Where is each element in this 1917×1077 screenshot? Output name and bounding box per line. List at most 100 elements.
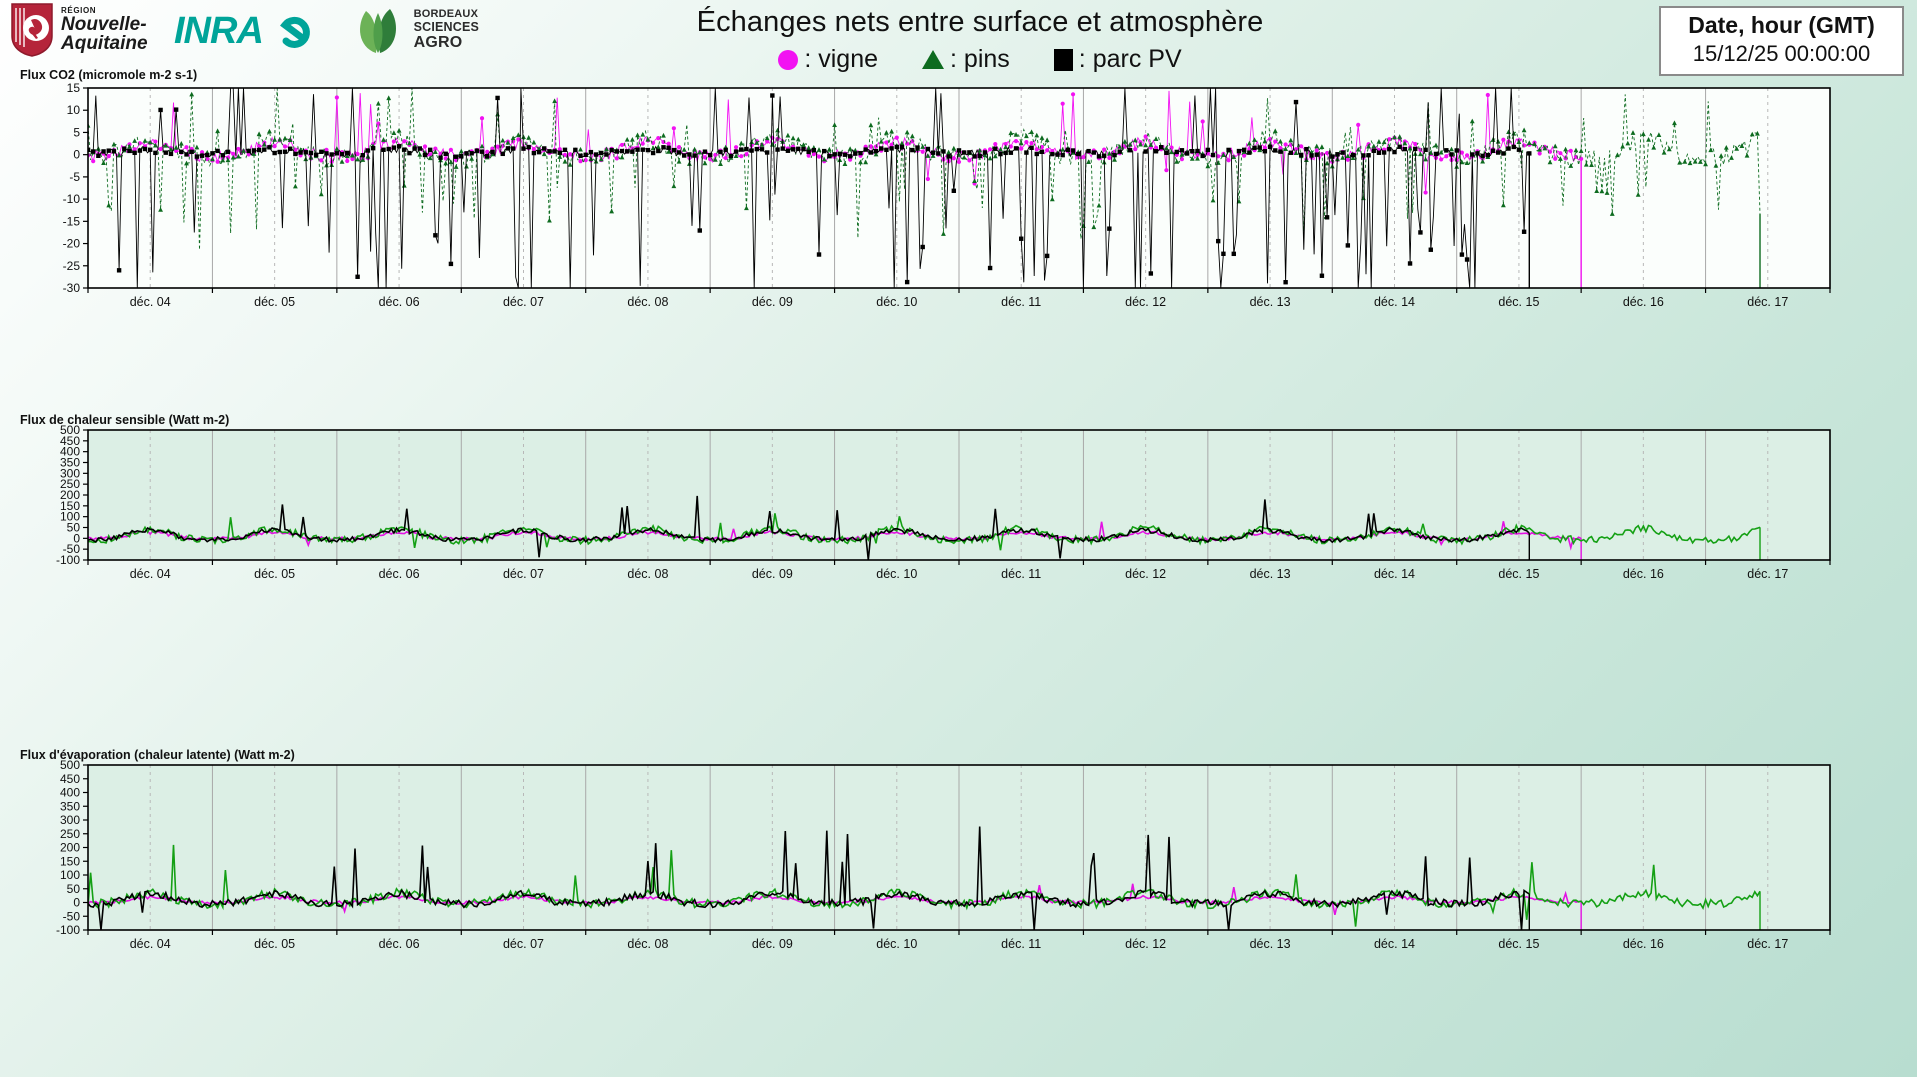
x-tick-label: déc. 17 xyxy=(1747,295,1788,309)
marker-triangle xyxy=(1112,157,1117,162)
marker-square xyxy=(1298,152,1304,158)
marker-circle xyxy=(951,156,956,161)
x-tick-label: déc. 07 xyxy=(503,295,544,309)
y-tick-label: 0 xyxy=(73,531,80,545)
x-tick-label: déc. 12 xyxy=(1125,937,1166,951)
marker-triangle xyxy=(801,142,806,148)
bsa-wordmark: BORDEAUX SCIENCES AGRO xyxy=(414,8,480,52)
marker-square xyxy=(101,149,106,154)
marker-square xyxy=(194,154,200,159)
marker-circle xyxy=(1485,92,1490,98)
marker-circle xyxy=(1278,146,1283,151)
marker-square xyxy=(1221,251,1226,256)
plot-flux-evaporation[interactable]: 500450400350300250200150100500-50-100déc… xyxy=(0,0,1870,970)
marker-triangle xyxy=(1506,129,1511,135)
marker-triangle xyxy=(795,136,801,142)
marker-square xyxy=(1397,144,1402,149)
marker-triangle xyxy=(790,135,796,141)
marker-triangle xyxy=(1189,156,1195,161)
marker-triangle xyxy=(1744,152,1750,158)
marker-square xyxy=(775,147,780,152)
y-tick-label: -25 xyxy=(63,259,81,273)
logo-region-nouvelle-aquitaine: RÉGION Nouvelle- Aquitaine xyxy=(10,2,148,58)
y-tick-label: 500 xyxy=(60,758,80,772)
marker-triangle xyxy=(1749,131,1755,137)
marker-square xyxy=(1485,152,1491,158)
marker-circle xyxy=(1558,151,1563,156)
series-line-parc-pv xyxy=(88,495,1530,560)
x-tick-label: déc. 08 xyxy=(627,937,668,951)
marker-square xyxy=(510,146,516,151)
marker-triangle xyxy=(1314,143,1320,149)
x-tick-label: déc. 10 xyxy=(876,937,917,951)
marker-triangle xyxy=(391,130,397,135)
marker-triangle xyxy=(847,146,853,151)
marker-triangle xyxy=(194,144,200,150)
marker-square xyxy=(682,153,687,158)
marker-circle xyxy=(806,153,811,158)
marker-square xyxy=(345,150,350,156)
marker-square xyxy=(1262,149,1268,154)
marker-triangle xyxy=(1366,143,1371,149)
plot-flux-co2[interactable]: 15 10 5 0 -5 -10 -15 -20 -25 -30 déc. 04 déc. 05 déc… xyxy=(0,0,1870,328)
marker-triangle xyxy=(1324,160,1330,166)
marker-square xyxy=(298,150,303,155)
marker-triangle xyxy=(510,135,516,141)
marker-square xyxy=(521,146,526,151)
y-tick-label: 450 xyxy=(60,434,80,448)
marker-circle xyxy=(531,147,536,152)
marker-triangle xyxy=(609,208,615,214)
marker-square xyxy=(386,146,391,152)
marker-square xyxy=(370,145,376,151)
y-tick-label: 250 xyxy=(60,827,80,841)
marker-square xyxy=(733,149,739,154)
marker-square xyxy=(1252,145,1257,151)
plot-flux-chaleur-sensible[interactable]: 500450400350300250200150100500-50-100déc… xyxy=(0,0,1870,600)
marker-square xyxy=(1511,144,1516,150)
marker-circle xyxy=(236,146,241,152)
marker-circle xyxy=(619,142,625,148)
marker-square xyxy=(972,154,977,159)
marker-triangle xyxy=(930,153,936,158)
marker-square xyxy=(1490,148,1496,154)
marker-square xyxy=(858,150,863,156)
marker-circle xyxy=(1553,156,1558,161)
marker-square xyxy=(1314,152,1319,157)
legend-label-pins: : pins xyxy=(950,45,1010,73)
marker-square xyxy=(220,153,225,158)
marker-square xyxy=(1247,150,1252,155)
marker-square xyxy=(267,145,272,150)
marker-square xyxy=(961,150,967,155)
marker-square xyxy=(1428,247,1433,252)
marker-triangle xyxy=(1143,142,1149,148)
marker-triangle xyxy=(1563,146,1568,152)
marker-square xyxy=(739,147,744,152)
y-tick-label: 350 xyxy=(60,456,80,470)
x-tick-label: déc. 11 xyxy=(1001,295,1041,309)
x-tick-label: déc. 07 xyxy=(503,937,544,951)
marker-triangle xyxy=(267,128,272,134)
x-tick-label: déc. 08 xyxy=(627,295,668,309)
marker-circle xyxy=(1045,148,1050,153)
marker-triangle xyxy=(1604,190,1610,195)
marker-triangle xyxy=(1039,135,1045,140)
marker-square xyxy=(977,153,982,159)
marker-square xyxy=(1257,145,1262,150)
marker-triangle xyxy=(1511,130,1517,136)
x-tick-label: déc. 14 xyxy=(1374,937,1415,951)
marker-triangle xyxy=(127,143,132,149)
marker-square xyxy=(505,146,511,151)
marker-square xyxy=(806,149,811,155)
y-tick-label: 0 xyxy=(73,896,80,910)
marker-triangle xyxy=(116,152,122,158)
marker-square xyxy=(1158,145,1164,150)
marker-circle xyxy=(894,135,899,140)
marker-triangle xyxy=(1682,159,1688,164)
x-tick-label: déc. 16 xyxy=(1623,937,1664,951)
marker-triangle xyxy=(655,144,661,150)
y-tick-label: 10 xyxy=(67,103,81,117)
marker-triangle xyxy=(526,135,532,140)
marker-circle xyxy=(319,158,324,163)
marker-square xyxy=(205,152,210,158)
marker-circle xyxy=(1200,119,1205,124)
